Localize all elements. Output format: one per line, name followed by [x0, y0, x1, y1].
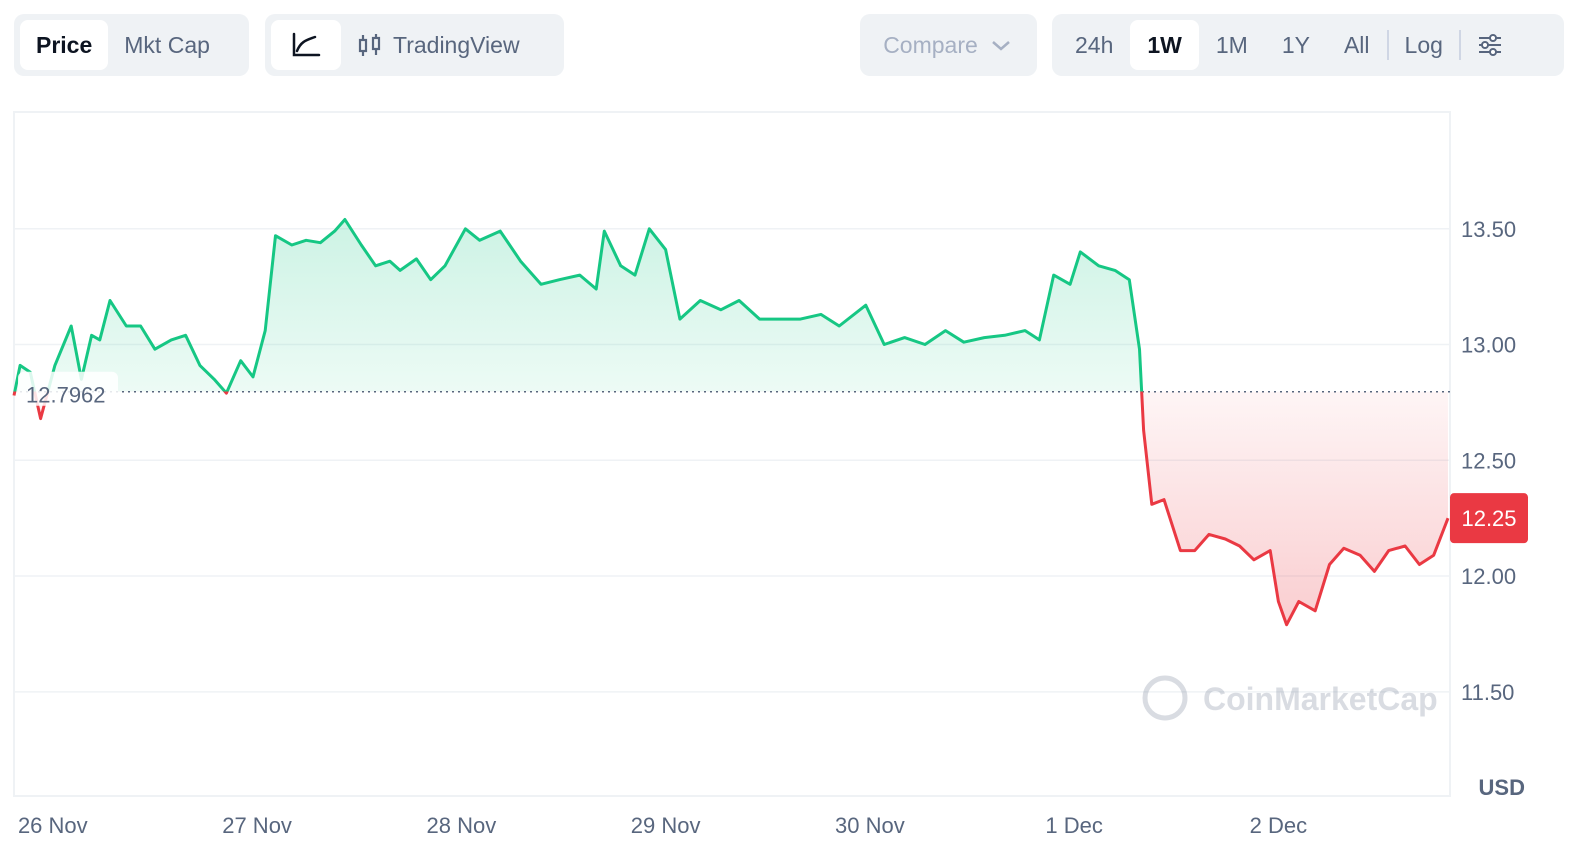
settings-icon	[1478, 34, 1501, 56]
x-tick-label: 2 Dec	[1250, 813, 1307, 838]
type-toggle: Price Mkt Cap	[14, 14, 249, 76]
watermark-logo	[1142, 675, 1188, 721]
y-tick-label: 13.00	[1461, 333, 1516, 358]
range-toggle: 24h 1W 1M 1Y All Log	[1052, 14, 1564, 76]
x-tick-label: 30 Nov	[835, 813, 905, 838]
x-tick-label: 26 Nov	[18, 813, 88, 838]
y-tick-label: 12.00	[1461, 564, 1516, 589]
watermark-text: CoinMarketCap	[1203, 681, 1438, 717]
compare-dropdown[interactable]: Compare	[860, 14, 1037, 76]
tradingview-button[interactable]: TradingView	[341, 20, 536, 70]
line-icon	[292, 32, 321, 57]
y-tick-label: 13.50	[1461, 217, 1516, 242]
mkt-cap-button[interactable]: Mkt Cap	[124, 31, 210, 58]
x-tick-label: 29 Nov	[631, 813, 701, 838]
y-tick-label: 11.50	[1461, 680, 1514, 705]
range-button[interactable]: 1M	[1215, 31, 1248, 58]
range-button[interactable]: 24h	[1075, 31, 1114, 58]
candle-icon	[358, 34, 381, 56]
price-line	[12, 218, 1450, 627]
baseline-label: 12.7962	[26, 383, 106, 408]
y-unit: USD	[1479, 775, 1525, 800]
line-chart-button[interactable]	[271, 20, 341, 70]
range-button[interactable]: 1W	[1130, 20, 1199, 70]
price-area	[14, 219, 1448, 625]
chart-style-toggle: TradingView	[265, 14, 564, 76]
watermark: CoinMarketCap	[1142, 675, 1438, 721]
x-tick-label: 27 Nov	[222, 813, 292, 838]
last-price-label: 12.25	[1461, 506, 1516, 531]
tradingview-label: TradingView	[393, 31, 520, 58]
y-tick-label: 12.50	[1461, 448, 1516, 473]
price-button[interactable]: Price	[20, 20, 109, 70]
x-tick-label: 1 Dec	[1045, 813, 1102, 838]
compare-label: Compare	[883, 31, 978, 58]
chevron	[991, 41, 1010, 51]
baseline-label-box	[18, 371, 118, 406]
settings-button[interactable]	[1461, 20, 1519, 70]
range-button[interactable]: All	[1343, 31, 1370, 58]
plot-frame	[13, 111, 1451, 797]
log-button[interactable]: Log	[1404, 31, 1443, 58]
separator	[1458, 30, 1461, 60]
last-price-box	[1450, 493, 1528, 544]
range-button[interactable]: 1Y	[1281, 31, 1310, 58]
x-tick-label: 28 Nov	[426, 813, 496, 838]
separator	[1386, 30, 1389, 60]
